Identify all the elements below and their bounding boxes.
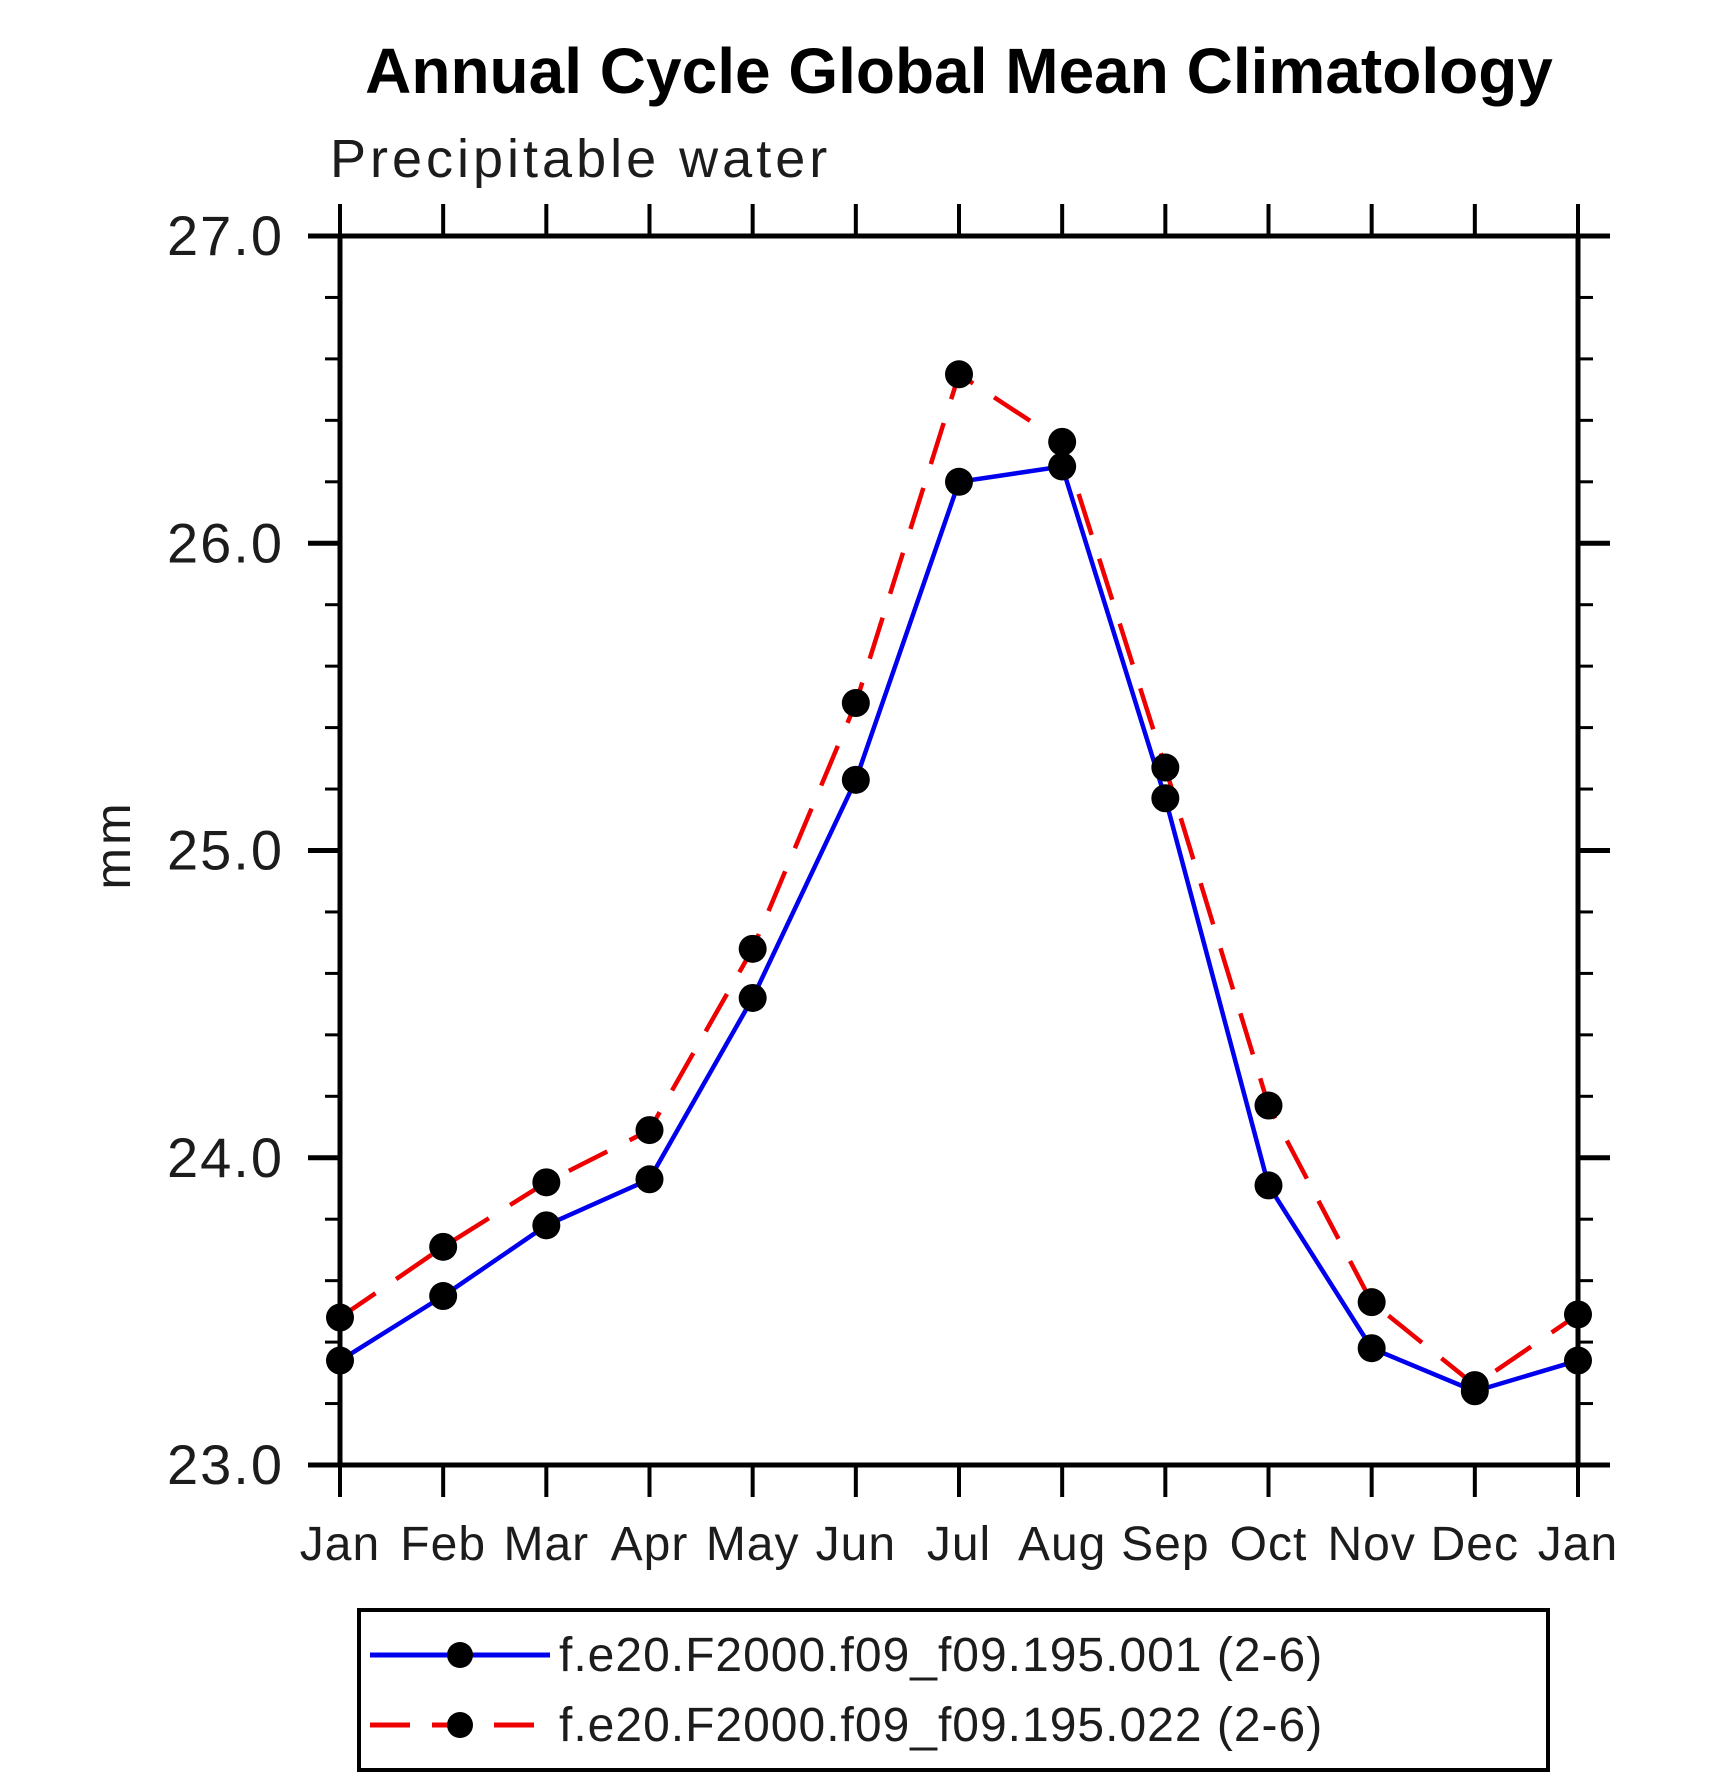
legend-label-series-022: f.e20.F2000.f09_f09.195.022 (2-6) (559, 1698, 1324, 1752)
legend-line-sample-solid (370, 1642, 550, 1668)
data-point-marker (1151, 784, 1180, 813)
legend-item-series-001: f.e20.F2000.f09_f09.195.001 (2-6) (365, 1628, 1546, 1682)
x-tick-label: Sep (1121, 1518, 1209, 1571)
series-polyline-0 (338, 464, 1579, 1394)
series-line-1 (338, 372, 1580, 1388)
data-point-marker (1357, 1334, 1386, 1363)
x-tick-label: Jan (300, 1518, 380, 1571)
data-point-marker (532, 1168, 561, 1197)
data-point-marker (841, 765, 870, 794)
y-tick-label: 23.0 (167, 1433, 284, 1496)
x-tick-label: Dec (1431, 1518, 1519, 1571)
y-ticks (308, 233, 1610, 1468)
data-point-marker (1357, 1288, 1386, 1317)
x-tick-labels: Jan Feb Mar Apr May Jun Jul Aug Sep Oct Nov Dec Jan (300, 1518, 1618, 1571)
chart-title: Annual Cycle Global Mean Climatology (365, 35, 1553, 107)
series-polyline-1 (338, 372, 1580, 1388)
x-tick-label: Jun (816, 1518, 896, 1571)
data-point-marker (738, 934, 767, 963)
data-point-marker (738, 983, 767, 1012)
data-point-marker (945, 360, 973, 389)
data-point-marker (1048, 452, 1077, 481)
data-point-marker (1564, 1300, 1592, 1329)
y-tick-labels: 23.0 24.0 25.0 26.0 27.0 (167, 204, 284, 1496)
legend-line-sample-dashed (370, 1712, 550, 1738)
data-point-marker (1254, 1171, 1283, 1200)
data-point-marker (1254, 1091, 1283, 1120)
x-tick-label: Jan (1538, 1518, 1618, 1571)
x-tick-label: Feb (400, 1518, 486, 1571)
data-point-marker (1048, 427, 1077, 456)
y-tick-label: 27.0 (167, 204, 284, 267)
y-tick-label: 26.0 (167, 511, 284, 574)
data-point-marker (945, 467, 973, 496)
legend-box: f.e20.F2000.f09_f09.195.001 (2-6) f.e20.… (357, 1608, 1550, 1772)
legend-marker-dot (447, 1642, 473, 1668)
data-point-marker (1460, 1371, 1489, 1400)
data-point-marker (635, 1165, 664, 1194)
plot-frame (337, 233, 1581, 1468)
x-tick-label: Oct (1230, 1518, 1308, 1571)
data-point-marker (326, 1303, 354, 1332)
x-ticks (338, 204, 1580, 1497)
legend-marker-dot (447, 1712, 473, 1738)
chart-subtitle: Precipitable water (330, 129, 832, 189)
series-markers-0 (326, 452, 1592, 1406)
data-point-marker (1564, 1346, 1592, 1375)
data-point-marker (326, 1346, 354, 1375)
data-point-marker (429, 1232, 458, 1261)
data-point-marker (1151, 753, 1180, 782)
legend-label-series-001: f.e20.F2000.f09_f09.195.001 (2-6) (559, 1628, 1324, 1682)
data-point-marker (429, 1282, 458, 1311)
x-tick-label: Apr (611, 1518, 689, 1571)
x-tick-label: Aug (1018, 1518, 1106, 1571)
data-point-marker (841, 689, 870, 718)
legend-item-series-022: f.e20.F2000.f09_f09.195.022 (2-6) (365, 1698, 1546, 1752)
series-line-0 (338, 464, 1579, 1394)
x-tick-label: May (706, 1518, 800, 1571)
y-tick-label: 25.0 (167, 819, 284, 882)
x-tick-label: Nov (1327, 1518, 1415, 1571)
y-tick-label: 24.0 (167, 1126, 284, 1189)
axis-frame (337, 233, 1581, 1468)
series-markers-1 (326, 360, 1592, 1400)
x-tick-label: Mar (503, 1518, 589, 1571)
x-tick-label: Jul (927, 1518, 991, 1571)
y-minor-ticks (325, 295, 1593, 1406)
data-point-marker (532, 1211, 561, 1240)
data-point-marker (635, 1116, 664, 1145)
